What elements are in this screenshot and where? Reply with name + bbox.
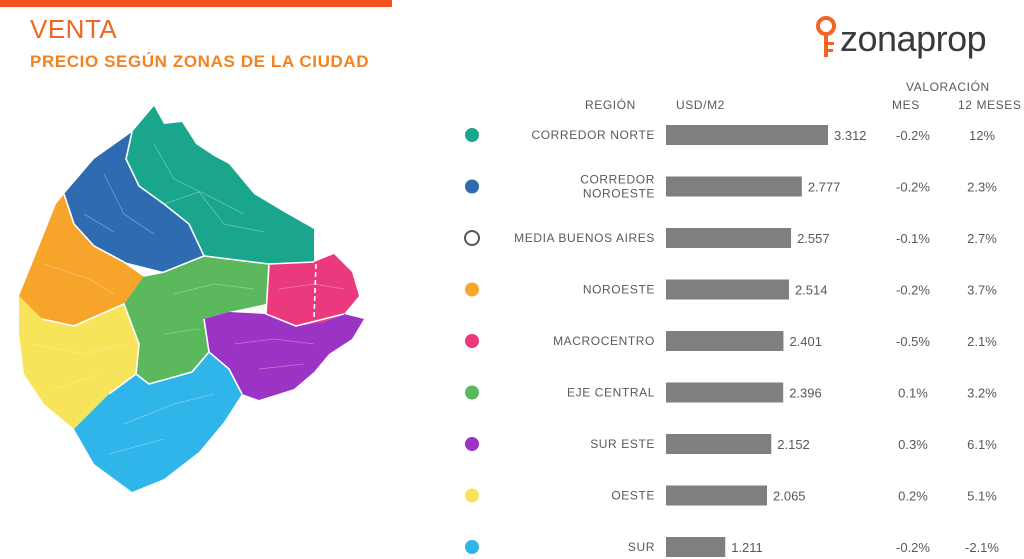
page-title: VENTA: [30, 14, 118, 44]
map-zone-oeste: [19, 296, 139, 429]
legend-dot: [465, 282, 479, 297]
header-mes: MES: [892, 98, 920, 112]
legend-dot: [465, 128, 479, 142]
mes-value: -0.5%: [896, 334, 930, 349]
doce-meses-value: 6.1%: [967, 437, 997, 452]
mes-value: -0.2%: [896, 283, 930, 298]
mes-value: -0.2%: [896, 180, 930, 195]
category-label: OESTE: [611, 489, 655, 503]
legend-dot: [464, 230, 480, 246]
top-accent-bar: [0, 0, 392, 7]
category-label: NOROESTE: [583, 187, 655, 201]
category-label: CORREDOR NORTE: [531, 128, 655, 142]
category-label: MACROCENTRO: [553, 334, 655, 348]
value-label: 2.152: [777, 437, 810, 452]
category-label: CORREDOR: [580, 173, 655, 187]
legend-dot: [465, 179, 479, 194]
category-label: EJE CENTRAL: [567, 386, 655, 400]
mes-value: -0.1%: [896, 231, 930, 246]
doce-meses-value: 2.1%: [967, 334, 997, 349]
value-label: 3.312: [834, 128, 867, 143]
doce-meses-value: 5.1%: [967, 489, 997, 504]
doce-meses-value: 12%: [969, 128, 995, 143]
map-zone-sur: [74, 352, 242, 492]
value-bar: [666, 382, 784, 403]
header-12-meses: 12 MESES: [958, 98, 1022, 112]
mes-value: 0.1%: [898, 386, 928, 401]
map-zone-sur-este: [204, 312, 364, 400]
logo-text: zonaprop: [840, 18, 987, 59]
legend-dot: [465, 385, 479, 400]
category-label: SUR: [628, 540, 655, 554]
map-zone-eje-central: [124, 256, 269, 384]
header-valoracion: VALORACIÓN: [906, 80, 990, 94]
doce-meses-value: 3.2%: [967, 386, 997, 401]
doce-meses-value: 2.3%: [967, 180, 997, 195]
mes-value: -0.2%: [896, 540, 930, 555]
doce-meses-value: 2.7%: [967, 231, 997, 246]
legend-dot: [465, 540, 479, 554]
key-icon: [816, 16, 836, 57]
category-label: MEDIA BUENOS AIRES: [514, 231, 655, 245]
header-region: REGIÓN: [585, 98, 636, 112]
value-bar: [666, 125, 828, 145]
city-map: [19, 106, 364, 492]
value-bar: [666, 485, 768, 506]
value-label: 2.514: [795, 283, 828, 298]
value-bar: [666, 176, 802, 197]
map-zone-corredor-norte: [126, 106, 314, 264]
value-bar: [666, 537, 726, 557]
value-bar: [666, 434, 772, 454]
map-zone-macrocentro: [266, 254, 359, 326]
value-bar: [666, 331, 784, 351]
value-label: 1.211: [731, 540, 763, 555]
doce-meses-value: 3.7%: [967, 283, 997, 298]
price-bar-chart: CORREDOR NORTE 3.312 -0.2% 12%CORREDORNOROE…: [464, 125, 999, 557]
value-label: 2.777: [808, 180, 841, 195]
legend-dot: [465, 488, 479, 503]
value-bar: [666, 279, 789, 300]
doce-meses-value: -2.1%: [965, 540, 999, 555]
map-zone-corredor-noroeste: [64, 132, 204, 272]
value-label: 2.396: [789, 386, 822, 401]
page-subtitle: PRECIO SEGÚN ZONAS DE LA CIUDAD: [30, 52, 370, 71]
legend-dot: [465, 334, 479, 348]
value-bar: [666, 228, 792, 248]
value-label: 2.065: [773, 489, 806, 504]
header-usd: USD/M2: [676, 98, 725, 112]
value-label: 2.557: [797, 231, 830, 246]
category-label: SUR ESTE: [590, 437, 655, 451]
mes-value: 0.3%: [898, 437, 928, 452]
map-zone-noroeste: [19, 194, 144, 326]
mes-value: -0.2%: [896, 128, 930, 143]
category-label: NOROESTE: [583, 283, 655, 297]
mes-value: 0.2%: [898, 489, 928, 504]
legend-dot: [465, 437, 479, 451]
value-label: 2.401: [789, 334, 822, 349]
zonaprop-logo: zonaprop: [812, 14, 1017, 64]
